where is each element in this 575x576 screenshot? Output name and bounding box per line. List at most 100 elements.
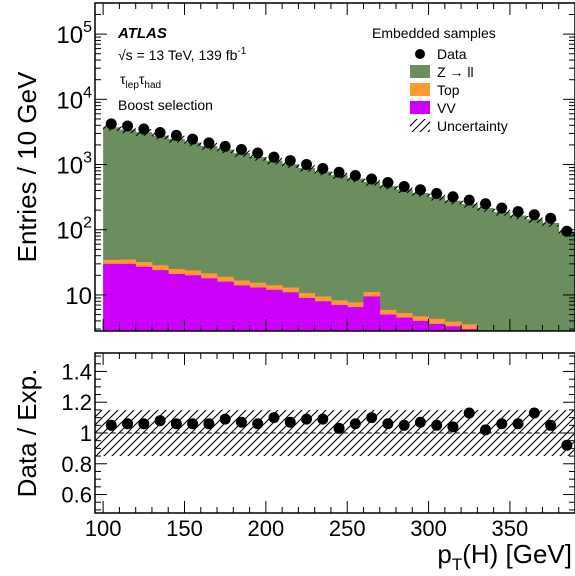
bar-vv-155 <box>184 275 202 331</box>
legend-uncertainty-swatch <box>410 119 430 132</box>
legend: Embedded samples Data Z → ll Top VV Unce… <box>372 25 508 134</box>
channel-label: τlepτhad <box>120 71 161 91</box>
data-point-195 <box>252 147 264 159</box>
main-y-axis-label: Entries / 10 GeV <box>12 71 42 262</box>
ratio-point-145 <box>170 418 182 430</box>
atlas-label: ATLAS <box>117 25 167 42</box>
ratio-point-315 <box>447 421 459 433</box>
bar-z-ll-305 <box>428 196 446 331</box>
ratio-y-tick-label-0.8: 0.8 <box>61 452 92 477</box>
data-point-305 <box>431 187 443 199</box>
data-point-375 <box>545 212 557 224</box>
ratio-point-105 <box>105 419 117 431</box>
x-tick-label-200: 200 <box>247 516 284 541</box>
ratio-y-axis-label: Data / Exp. <box>12 369 42 498</box>
x-tick-label-250: 250 <box>329 516 366 541</box>
x-tick-label-100: 100 <box>85 516 122 541</box>
ratio-point-115 <box>122 418 134 430</box>
data-point-285 <box>398 181 410 193</box>
bar-z-ll-315 <box>444 200 462 331</box>
data-point-335 <box>480 198 492 210</box>
main-y-tick-label-1000: 103 <box>56 150 92 180</box>
legend-top-label: Top <box>437 82 460 98</box>
ratio-point-225 <box>301 413 313 425</box>
legend-vv-swatch <box>410 101 430 114</box>
data-point-355 <box>512 206 524 218</box>
bar-vv-165 <box>200 278 218 331</box>
ratio-point-215 <box>284 416 296 428</box>
bar-vv-115 <box>119 263 137 331</box>
bar-z-ll-225 <box>298 167 316 331</box>
bar-vv-295 <box>412 320 429 331</box>
bar-vv-185 <box>233 285 250 331</box>
data-point-245 <box>333 166 345 178</box>
main-y-tick-label-10000: 104 <box>56 84 92 114</box>
data-point-135 <box>154 126 166 138</box>
bar-z-ll-255 <box>347 178 364 331</box>
ratio-point-265 <box>366 412 378 424</box>
bar-vv-225 <box>298 297 316 331</box>
bar-z-ll-345 <box>493 212 511 331</box>
bar-vv-175 <box>217 281 234 331</box>
x-tick-label-350: 350 <box>492 516 529 541</box>
data-point-125 <box>138 123 150 135</box>
ratio-y-tick-labels: 0.6 0.8 1 1.2 1.4 <box>61 359 92 507</box>
legend-data-label: Data <box>437 46 467 62</box>
data-point-345 <box>496 202 508 214</box>
main-y-tick-labels: 10 102 103 104 105 <box>56 19 92 310</box>
x-tick-label-300: 300 <box>410 516 447 541</box>
main-panel: 10 102 103 104 105 Entries / 10 GeV ATLAS √s… <box>12 2 575 332</box>
ratio-point-305 <box>431 419 443 431</box>
data-point-155 <box>187 133 199 145</box>
ratio-panel: 0.6 0.8 1 1.2 1.4 100 150 200 250 300 350 Data / … <box>12 352 575 574</box>
ratio-point-385 <box>561 439 573 451</box>
selection-label: Boost selection <box>118 97 213 113</box>
data-point-385 <box>561 225 573 237</box>
bar-z-ll-285 <box>396 189 413 331</box>
bar-vv-135 <box>151 270 169 331</box>
data-point-105 <box>105 118 117 130</box>
bar-vv-305 <box>428 323 446 331</box>
main-y-tick-label-100000: 105 <box>56 19 92 49</box>
ratio-point-375 <box>545 419 557 431</box>
data-point-165 <box>203 137 215 149</box>
data-point-145 <box>170 129 182 141</box>
bar-vv-235 <box>314 301 332 331</box>
data-point-265 <box>366 173 378 185</box>
main-y-tick-label-100: 102 <box>56 215 92 245</box>
ratio-point-195 <box>252 418 264 430</box>
ratio-point-335 <box>480 424 492 436</box>
bar-z-ll-385 <box>558 231 575 331</box>
ratio-point-285 <box>398 419 410 431</box>
x-axis-label: pT(H) [GeV] <box>437 539 572 574</box>
bar-vv-145 <box>168 273 185 331</box>
data-point-235 <box>317 162 329 174</box>
ratio-point-125 <box>138 418 150 430</box>
bar-z-ll-355 <box>509 215 527 331</box>
ratio-point-155 <box>187 418 199 430</box>
bar-z-ll-375 <box>542 222 560 331</box>
ratio-y-ticks <box>95 355 575 511</box>
ratio-data-points <box>105 407 573 451</box>
data-point-215 <box>284 155 296 167</box>
bar-vv-275 <box>379 314 397 331</box>
ratio-y-tick-label-1.2: 1.2 <box>61 390 92 415</box>
bar-vv-285 <box>396 317 413 331</box>
ratio-y-tick-label-1.4: 1.4 <box>61 359 92 384</box>
x-tick-labels: 100 150 200 250 300 350 <box>85 516 528 541</box>
energy-lumi-label: √s = 13 TeV, 139 fb-1 <box>118 46 247 63</box>
bar-top-315 <box>444 321 462 331</box>
bar-vv-265 <box>363 296 381 331</box>
ratio-point-295 <box>414 416 426 428</box>
ratio-point-275 <box>382 418 394 430</box>
bar-z-ll-365 <box>526 219 543 331</box>
legend-vv-label: VV <box>437 100 456 116</box>
bar-z-ll-235 <box>314 171 332 331</box>
bar-vv-215 <box>282 292 299 331</box>
data-point-295 <box>414 184 426 196</box>
data-point-315 <box>447 191 459 203</box>
main-y-ticks <box>95 2 575 330</box>
ratio-point-355 <box>512 418 524 430</box>
ratio-point-255 <box>349 418 361 430</box>
